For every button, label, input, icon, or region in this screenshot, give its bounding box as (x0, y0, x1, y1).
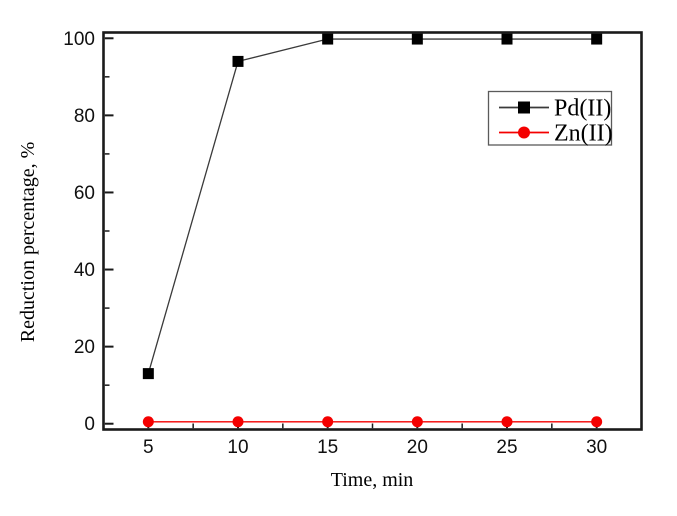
y-tick-label: 20 (74, 337, 95, 358)
data-point-znii (411, 416, 423, 428)
data-point-pdii (501, 33, 513, 45)
x-tick-label: 30 (586, 437, 607, 458)
data-point-pdii (322, 33, 334, 45)
data-point-znii (232, 416, 244, 428)
data-point-znii (591, 416, 603, 428)
data-point-pdii (411, 33, 423, 45)
legend: Pd(II) Zn(II) (487, 90, 613, 147)
y-tick-label: 0 (84, 414, 95, 435)
legend-square-marker-pdii (518, 101, 530, 114)
x-tick-label: 10 (227, 437, 248, 458)
x-axis-title: Time, min (331, 469, 414, 491)
legend-label-pdii: Pd(II) (554, 96, 611, 122)
data-point-znii (322, 416, 334, 428)
y-tick-label: 60 (74, 183, 95, 204)
plot-series (142, 33, 603, 428)
legend-label-znii: Zn(II) (554, 121, 613, 147)
y-tick-label: 100 (63, 29, 95, 50)
x-tick-label: 25 (496, 437, 517, 458)
x-axis-ticks: 5 10 15 20 25 30 (143, 419, 607, 458)
x-tick-label: 5 (143, 437, 154, 458)
y-axis-title: Reduction percentage, % (17, 142, 39, 342)
data-point-znii (501, 416, 513, 428)
data-point-znii (142, 416, 154, 428)
y-axis-ticks: 0 20 40 60 80 100 (63, 29, 114, 435)
data-point-pdii (232, 55, 244, 67)
data-point-pdii (142, 368, 154, 380)
x-tick-label: 20 (407, 437, 428, 458)
series-line-pdii (147, 38, 597, 374)
y-tick-label: 80 (74, 106, 95, 127)
legend-circle-marker-znii (518, 126, 530, 139)
x-tick-label: 15 (317, 437, 338, 458)
legend-box (487, 90, 613, 146)
data-point-pdii (591, 33, 603, 45)
y-tick-label: 40 (74, 260, 95, 281)
plot-frame (102, 31, 643, 431)
